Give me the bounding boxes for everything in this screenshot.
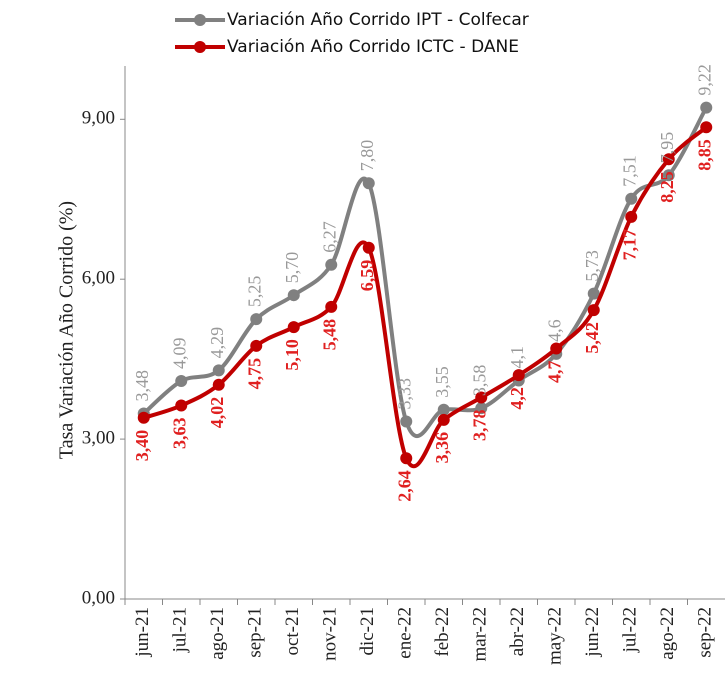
x-tick-label: dic-21 bbox=[357, 607, 378, 656]
marker bbox=[250, 339, 263, 352]
x-tick-label: jul-22 bbox=[620, 607, 641, 653]
data-label: 3,33 bbox=[394, 378, 414, 410]
data-label: 3,40 bbox=[132, 430, 152, 462]
data-label: 4,29 bbox=[207, 327, 227, 359]
marker bbox=[362, 177, 375, 190]
marker bbox=[437, 403, 450, 416]
x-tick-label: oct-21 bbox=[282, 607, 303, 656]
data-label: 6,27 bbox=[319, 221, 339, 253]
data-label: 5,42 bbox=[582, 322, 602, 354]
x-tick-label: jun-22 bbox=[582, 607, 603, 658]
data-label: 5,10 bbox=[282, 339, 302, 371]
marker bbox=[437, 413, 450, 426]
x-tick-label: jun-21 bbox=[132, 607, 153, 658]
marker bbox=[287, 321, 300, 334]
marker bbox=[700, 101, 713, 114]
y-tick-label: 9,00 bbox=[82, 108, 115, 129]
legend-marker bbox=[194, 41, 206, 53]
marker bbox=[625, 210, 638, 223]
marker bbox=[662, 153, 675, 166]
x-tick-label: mar-22 bbox=[470, 607, 491, 662]
marker bbox=[362, 241, 375, 254]
x-tick-label: ago-22 bbox=[657, 607, 678, 660]
legend-label: Variación Año Corrido IPT - Colfecar bbox=[227, 10, 529, 30]
x-tick-label: may-22 bbox=[545, 607, 566, 665]
y-tick-label: 0,00 bbox=[82, 587, 115, 608]
data-label: 7,95 bbox=[657, 132, 677, 164]
data-label: 6,59 bbox=[357, 260, 377, 292]
x-tick-label: abr-22 bbox=[507, 607, 528, 656]
data-label: 4,75 bbox=[244, 358, 264, 390]
data-label: 5,48 bbox=[319, 319, 339, 351]
data-label: 5,70 bbox=[282, 252, 302, 284]
data-label: 3,78 bbox=[469, 410, 489, 442]
data-label: 4,1 bbox=[507, 346, 527, 369]
marker bbox=[475, 402, 488, 415]
y-tick-label: 6,00 bbox=[82, 268, 115, 289]
marker bbox=[212, 364, 225, 377]
marker bbox=[662, 169, 675, 182]
marker bbox=[250, 313, 263, 326]
marker bbox=[325, 300, 338, 313]
marker bbox=[550, 342, 563, 355]
x-tick-label: feb-22 bbox=[432, 607, 453, 657]
marker bbox=[325, 258, 338, 271]
legend-marker bbox=[194, 14, 206, 26]
marker bbox=[400, 452, 413, 465]
data-label: 7,17 bbox=[619, 229, 639, 260]
data-label: 4,02 bbox=[207, 397, 227, 429]
marker bbox=[475, 391, 488, 404]
data-label: 7,51 bbox=[619, 155, 639, 187]
marker bbox=[212, 378, 225, 391]
data-label: 4,7 bbox=[544, 360, 564, 383]
data-label: 3,55 bbox=[432, 366, 452, 398]
y-tick-label: 3,00 bbox=[82, 427, 115, 448]
marker bbox=[512, 369, 525, 382]
data-label: 8,85 bbox=[694, 139, 714, 171]
legend-label: Variación Año Corrido ICTC - DANE bbox=[227, 37, 519, 57]
data-label: 4,09 bbox=[169, 338, 189, 370]
x-tick-label: sep-21 bbox=[245, 607, 266, 658]
data-label: 5,73 bbox=[582, 250, 602, 282]
data-label: 7,80 bbox=[357, 140, 377, 172]
x-tick-label: sep-22 bbox=[695, 607, 716, 658]
marker bbox=[287, 289, 300, 302]
series-line bbox=[142, 106, 709, 439]
x-tick-label: nov-21 bbox=[320, 607, 341, 661]
marker bbox=[587, 304, 600, 317]
x-tick-label: ene-22 bbox=[395, 607, 416, 659]
data-label: 2,64 bbox=[394, 470, 414, 502]
data-label: 5,25 bbox=[244, 276, 264, 308]
data-label: 4,2 bbox=[507, 387, 527, 410]
y-axis-title: Tasa Variación Año Corrido (%) bbox=[56, 201, 78, 459]
marker bbox=[587, 287, 600, 300]
data-label: 3,48 bbox=[132, 370, 152, 402]
data-label: 8,25 bbox=[657, 171, 677, 203]
data-label: 4,6 bbox=[544, 319, 564, 342]
data-label: 3,63 bbox=[169, 418, 189, 450]
x-tick-label: jul-21 bbox=[170, 607, 191, 653]
marker bbox=[175, 399, 188, 412]
marker bbox=[137, 411, 150, 424]
marker bbox=[400, 415, 413, 428]
marker bbox=[175, 375, 188, 388]
data-label: 3,36 bbox=[432, 432, 452, 464]
x-tick-label: ago-21 bbox=[207, 607, 228, 660]
marker bbox=[700, 121, 713, 134]
data-label: 9,22 bbox=[694, 64, 714, 96]
marker bbox=[625, 192, 638, 205]
data-label: 3,58 bbox=[469, 365, 489, 397]
series-line bbox=[143, 125, 708, 469]
